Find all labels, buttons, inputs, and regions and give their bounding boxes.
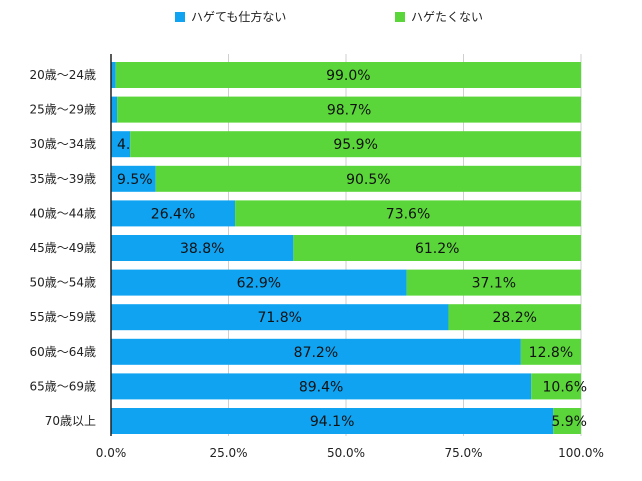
bar-segment [293,235,581,261]
bar-segment [111,269,407,296]
bar-segment [520,338,581,365]
bar-segment [117,96,582,123]
category-label: 20歳～24歳 [29,68,96,82]
bar-segment [111,200,236,227]
category-label: 70歳以上 [45,414,96,428]
category-label: 65歳～69歳 [29,379,96,393]
bar-data-label: 90.5% [346,172,390,188]
bars: 1.0%99.0%1.3%98.7%4.1%95.9%9.5%90.5%26.4… [111,62,587,434]
bar-segment [111,408,554,434]
category-label: 45歳～49歳 [29,241,96,255]
category-label: 50歳～54歳 [29,276,96,290]
x-tick-label: 75.0% [444,446,482,460]
category-label: 25歳～29歳 [29,103,96,117]
bar-data-label: 38.8% [180,241,224,257]
bar-segment [111,96,118,123]
bar-segment [111,62,116,88]
bar-data-label: 99.0% [326,68,370,84]
category-label: 40歳～44歳 [29,206,96,220]
bar-segment [448,304,581,331]
x-tick-label: 25.0% [209,446,247,460]
legend-label: ハゲたくない [411,10,483,24]
legend: ハゲても仕方ない ハゲたくない [175,9,483,24]
x-tick-label: 0.0% [96,446,127,460]
bar-data-label: 94.1% [310,414,354,430]
bar-data-label: 37.1% [472,276,516,292]
category-label: 55歳～59歳 [29,310,96,324]
bar-data-label: 9.5% [117,172,153,188]
bar-segment [115,62,581,88]
bar-segment [235,200,581,227]
bar-segment [553,408,581,434]
x-tick-label: 100.0% [558,446,604,460]
category-label: 60歳～64歳 [29,345,96,359]
bar-segment [111,235,294,261]
bar-data-label: 62.9% [237,276,281,292]
bar-segment [111,165,156,192]
bar-data-label: 71.8% [257,310,301,326]
legend-label: ハゲても仕方ない [191,9,286,24]
bar-segment [155,165,581,192]
bar-segment [130,131,581,158]
category-label: 35歳～39歳 [29,172,96,186]
bar-data-label: 10.6% [543,379,587,395]
bar-segment [111,338,521,365]
bar-segment [531,373,581,400]
bar-data-label: 26.4% [151,206,195,222]
legend-swatch [395,12,405,22]
bar-segment [111,131,131,158]
bar-data-label: 61.2% [415,241,459,257]
bar-segment [111,304,449,331]
bar-data-label: 95.9% [333,137,377,153]
category-label: 30歳～34歳 [29,137,96,151]
legend-swatch [175,12,185,22]
bar-data-label: 89.4% [299,379,343,395]
x-tick-label: 50.0% [327,446,365,460]
x-tick-labels: 0.0% 25.0% 50.0% 75.0% 100.0% [96,446,604,460]
category-labels: 20歳～24歳 25歳～29歳 30歳～34歳 35歳～39歳 40歳～44歳 45歳～4… [29,68,96,428]
bar-segment [406,269,581,296]
bar-data-label: 73.6% [386,206,430,222]
bar-data-label: 87.2% [294,345,338,361]
bar-data-label: 28.2% [492,310,536,326]
bar-segment [111,373,532,400]
bar-data-label: 5.9% [551,414,587,430]
bar-data-label: 12.8% [529,345,573,361]
bar-data-label: 98.7% [327,103,371,119]
